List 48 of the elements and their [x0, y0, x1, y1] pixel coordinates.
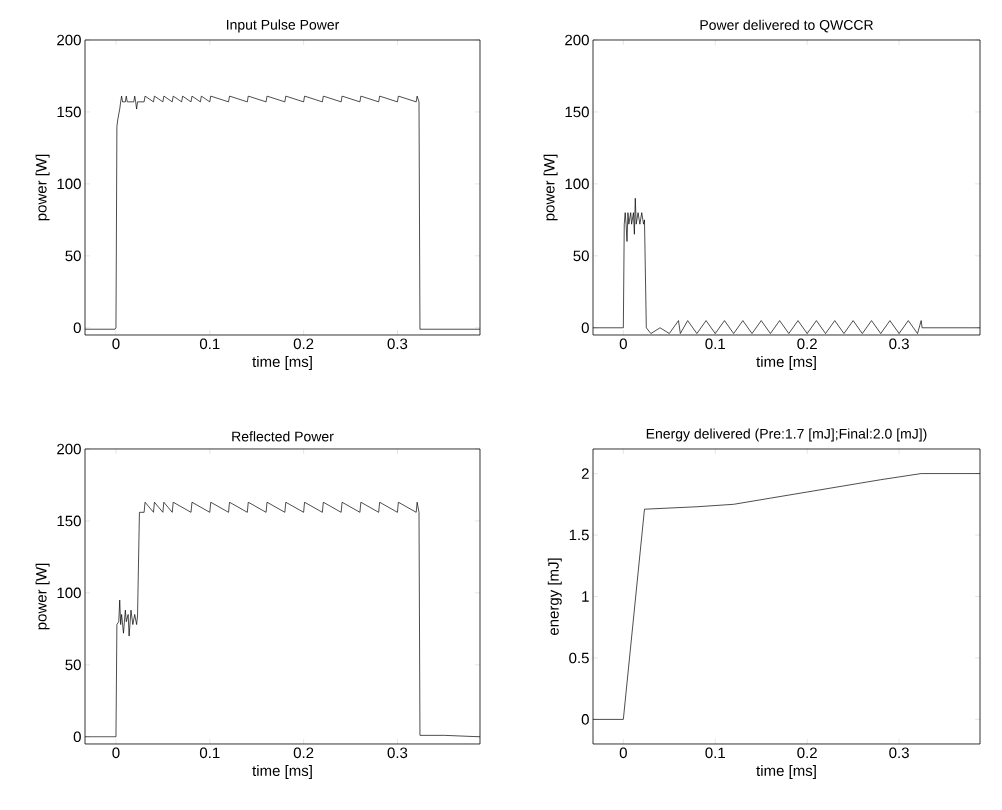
x-tick-label: 0.1 — [199, 338, 220, 350]
y-tick-label: 100 — [565, 178, 589, 190]
y-axis-title: power [W] — [35, 154, 50, 221]
x-tick-label: 0.1 — [705, 338, 725, 350]
x-tick-label: 0.2 — [797, 747, 817, 759]
y-tick-label: 1.5 — [569, 529, 589, 541]
x-tick-label: 0.2 — [293, 747, 314, 759]
y-axis-title: power [W] — [543, 154, 558, 221]
x-tick-label: 0.3 — [889, 747, 909, 759]
y-tick-label: 0 — [73, 731, 81, 743]
y-tick-label: 0 — [73, 322, 81, 334]
chart-title: Energy delivered (Pre:1.7 [mJ];Final:2.0 [mJ]) — [646, 428, 927, 442]
y-tick-label: 1 — [582, 591, 589, 602]
x-tick-label: 0 — [112, 338, 120, 350]
chart-title: Reflected Power — [232, 431, 334, 442]
y-tick-label: 200 — [57, 34, 81, 46]
x-tick-label: 0.1 — [705, 747, 725, 759]
x-tick-label: 0.3 — [889, 338, 909, 350]
x-tick-label: 0 — [112, 747, 120, 759]
x-tick-label: 0 — [619, 747, 627, 759]
x-tick-label: 0.2 — [293, 338, 314, 350]
x-axis-title: time [ms] — [756, 356, 816, 370]
x-axis-title: time [ms] — [252, 765, 312, 779]
x-tick-label: 0.2 — [797, 338, 817, 350]
x-axis-title: time [ms] — [756, 765, 816, 779]
y-tick-label: 50 — [65, 659, 81, 671]
y-tick-label: 50 — [65, 250, 81, 262]
y-tick-label: 150 — [57, 106, 81, 118]
x-tick-label: 0 — [619, 338, 627, 350]
y-tick-label: 150 — [57, 515, 81, 527]
y-axis-title: power [W] — [35, 563, 50, 630]
y-axis-title: energy [mJ] — [547, 558, 562, 636]
chart-title: Power delivered to QWCCR — [700, 19, 873, 33]
y-tick-label: 50 — [573, 250, 589, 262]
x-tick-label: 0.3 — [387, 747, 408, 759]
y-tick-label: 200 — [565, 34, 589, 46]
x-tick-label: 0.3 — [387, 338, 408, 350]
chart-title: Input Pulse Power — [226, 19, 340, 33]
y-tick-label: 100 — [57, 587, 81, 599]
y-tick-label: 100 — [57, 178, 81, 190]
x-tick-label: 0.1 — [199, 747, 220, 759]
y-tick-label: 200 — [57, 443, 81, 455]
y-tick-label: 0 — [581, 714, 589, 725]
y-tick-label: 2 — [581, 468, 589, 479]
y-tick-label: 150 — [565, 106, 589, 118]
y-tick-label: 0.5 — [569, 652, 589, 664]
x-axis-title: time [ms] — [252, 356, 312, 370]
y-tick-label: 0 — [581, 322, 589, 334]
